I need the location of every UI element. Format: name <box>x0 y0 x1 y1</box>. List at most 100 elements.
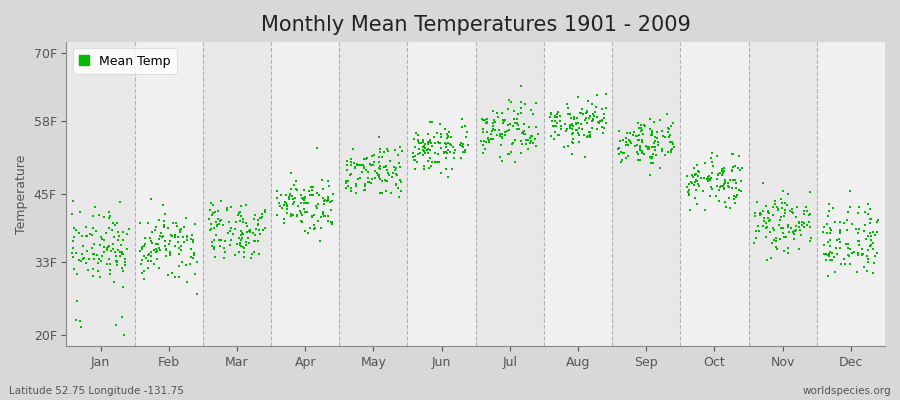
Point <box>390 181 404 187</box>
Point <box>759 234 773 240</box>
Point <box>360 154 374 161</box>
Point <box>773 225 788 231</box>
Point <box>510 122 525 128</box>
Point <box>282 194 296 200</box>
Point <box>257 208 272 215</box>
Point <box>760 223 774 230</box>
Point <box>543 114 557 120</box>
Point <box>105 246 120 252</box>
Point <box>148 249 163 255</box>
Point <box>776 225 790 232</box>
Point <box>423 137 437 143</box>
Point <box>548 112 562 119</box>
Point <box>346 146 360 152</box>
Point <box>286 182 301 188</box>
Point <box>526 111 541 118</box>
Point <box>446 149 461 156</box>
Point <box>394 179 409 185</box>
Point <box>361 168 375 175</box>
Point <box>633 157 647 163</box>
Point <box>306 192 320 198</box>
Point <box>725 164 740 170</box>
Point <box>253 215 267 222</box>
Point <box>765 240 779 247</box>
Point <box>498 132 512 138</box>
Point <box>850 252 865 258</box>
Point <box>374 190 389 196</box>
Point <box>486 136 500 142</box>
Point <box>718 198 733 205</box>
Point <box>569 126 583 133</box>
Point <box>179 279 194 285</box>
Point <box>216 245 230 252</box>
Point <box>186 237 201 244</box>
Point <box>860 259 875 266</box>
Point <box>484 130 499 137</box>
Point <box>774 195 788 202</box>
Point <box>775 204 789 211</box>
Point <box>460 128 474 135</box>
Point <box>172 274 186 280</box>
Point <box>455 149 470 156</box>
Point <box>163 249 177 255</box>
Point <box>817 251 832 258</box>
Point <box>666 140 680 147</box>
Point <box>73 209 87 216</box>
Point <box>644 132 659 138</box>
Point <box>799 204 814 210</box>
Point <box>67 245 81 251</box>
Point <box>373 166 387 172</box>
Point <box>111 229 125 236</box>
Point <box>616 137 631 143</box>
Point <box>148 227 162 233</box>
Point <box>587 112 601 119</box>
Point <box>838 260 852 267</box>
Point <box>280 203 294 210</box>
Point <box>278 198 293 205</box>
Point <box>297 206 311 212</box>
Point <box>372 165 386 172</box>
Point <box>713 170 727 177</box>
Point <box>509 119 524 126</box>
Point <box>560 126 574 132</box>
Point <box>349 161 364 167</box>
Point <box>145 228 159 235</box>
Point <box>493 131 508 138</box>
Point <box>490 110 504 116</box>
Point <box>355 162 369 168</box>
Point <box>236 231 250 237</box>
Point <box>729 185 743 192</box>
Point <box>94 253 109 259</box>
Point <box>680 173 695 179</box>
Point <box>305 187 320 193</box>
Point <box>255 214 269 220</box>
Point <box>364 176 379 182</box>
Point <box>108 222 122 228</box>
Point <box>79 224 94 230</box>
Point <box>694 175 708 181</box>
Point <box>619 135 634 141</box>
Point <box>180 232 194 239</box>
Point <box>755 208 770 214</box>
Point <box>860 210 875 217</box>
Point <box>348 165 363 172</box>
Point <box>166 220 180 227</box>
Point <box>213 198 228 205</box>
Point <box>66 254 80 260</box>
Point <box>158 238 172 244</box>
Point <box>280 210 294 216</box>
Point <box>303 192 318 199</box>
Point <box>383 190 398 196</box>
Point <box>750 199 764 205</box>
Point <box>596 130 610 136</box>
Point <box>633 143 647 149</box>
Point <box>712 198 726 204</box>
Point <box>340 162 355 168</box>
Point <box>644 132 659 138</box>
Point <box>97 244 112 250</box>
Point <box>724 168 739 174</box>
Point <box>681 181 696 187</box>
Point <box>615 156 629 163</box>
Point <box>617 149 632 156</box>
Bar <box>476 42 544 346</box>
